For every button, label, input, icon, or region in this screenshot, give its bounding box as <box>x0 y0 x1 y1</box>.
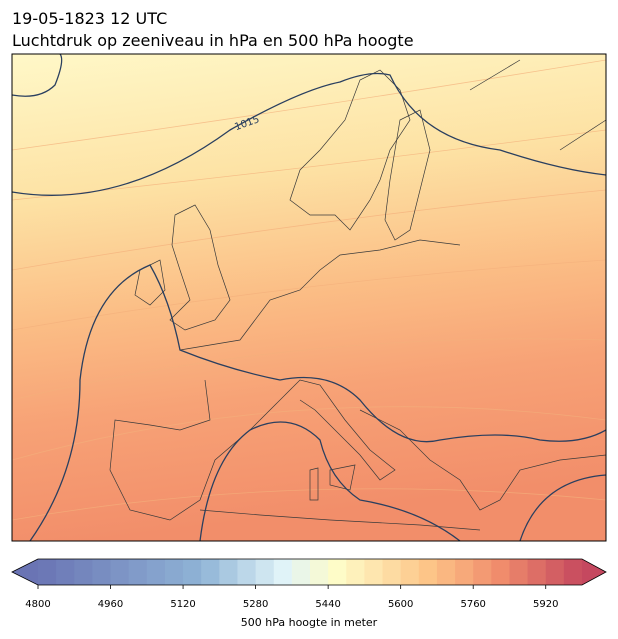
colorbar-segment <box>382 559 402 585</box>
colorbar-segment <box>38 559 57 585</box>
colorbar-label: 500 hPa hoogte in meter <box>241 616 378 629</box>
colorbar-segment <box>346 559 365 585</box>
colorbar-segment <box>473 559 492 585</box>
colorbar-tick-label: 5120 <box>170 599 195 610</box>
colorbar-segment <box>418 559 438 585</box>
colorbar-segment <box>56 559 75 585</box>
colorbar-segment <box>273 559 293 585</box>
colorbar-segment <box>183 559 202 585</box>
colorbar-segment <box>74 559 93 585</box>
subtitle: Luchtdruk op zeeniveau in hPa en 500 hPa… <box>12 31 414 50</box>
colorbar-segment <box>509 559 529 585</box>
colorbar-segment <box>92 559 112 585</box>
colorbar-extend-low <box>12 559 38 585</box>
colorbar-segment <box>291 559 311 585</box>
colorbar-extend-high <box>582 559 606 585</box>
colorbar-tick-label: 5920 <box>533 599 558 610</box>
colorbar-tick-label: 4960 <box>98 599 123 610</box>
colorbar-segment <box>364 559 384 585</box>
colorbar: 4800 4960 5120 5280 5440 5600 5760 5920 <box>11 558 607 610</box>
colorbar-segment <box>146 559 166 585</box>
colorbar-segment <box>201 559 220 585</box>
colorbar-outline <box>11 558 607 586</box>
colorbar-tick-label: 5600 <box>388 599 413 610</box>
colorbar-segment <box>436 559 456 585</box>
isobars <box>12 54 606 541</box>
map-frame <box>11 53 607 542</box>
colorbar-segment <box>110 559 130 585</box>
colorbar-segment <box>563 559 583 585</box>
colorbar-tick-label: 5280 <box>243 599 268 610</box>
colorbar-segment <box>310 559 329 585</box>
colorbar-segment <box>328 559 347 585</box>
title: 19-05-1823 12 UTC <box>12 9 167 28</box>
colorbar-segment <box>527 559 547 585</box>
colorbar-segment <box>219 559 238 585</box>
colorbar-tick-label: 5760 <box>460 599 485 610</box>
colorbar-segment <box>400 559 420 585</box>
colorbar-tick-label: 4800 <box>25 599 50 610</box>
colorbar-segment <box>545 559 565 585</box>
colorbar-segment <box>455 559 474 585</box>
colorbar-segment <box>164 559 184 585</box>
map: 1015 <box>12 54 606 541</box>
colorbar-tick-label: 5440 <box>315 599 340 610</box>
colorbar-segment <box>128 559 148 585</box>
colorbar-segment <box>237 559 257 585</box>
colorbar-segment <box>255 559 275 585</box>
colorbar-segment <box>491 559 510 585</box>
height-field <box>12 54 606 541</box>
coastlines <box>109 59 606 531</box>
